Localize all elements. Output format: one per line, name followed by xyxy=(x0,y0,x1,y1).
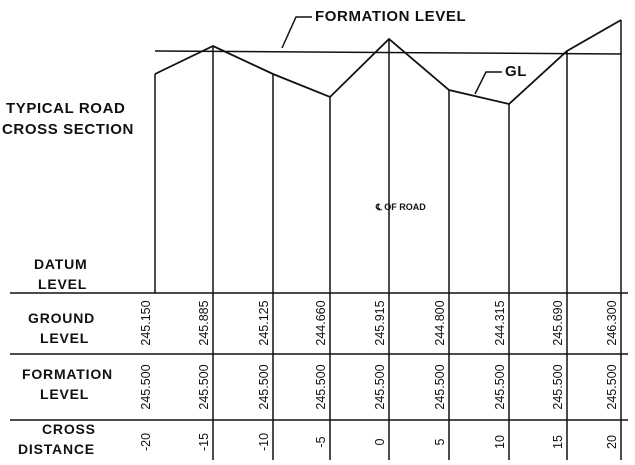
station-verticals xyxy=(154,20,622,460)
cross-distance-value: 5 xyxy=(433,438,447,445)
station-values: 245.150 245.500 -20 245.885 245.500 -15 245.12… xyxy=(139,300,619,451)
formation-level-label: FORMATION LEVEL xyxy=(315,8,466,25)
cross-distance-value: -5 xyxy=(314,436,328,447)
centerline-label: ℄ OF ROAD xyxy=(375,202,426,212)
formation-label-2: LEVEL xyxy=(40,386,89,402)
datum-label-1: DATUM xyxy=(34,256,88,272)
cross-distance-value: 20 xyxy=(605,435,619,449)
cross-distance-value: -10 xyxy=(257,433,271,451)
gl-label: GL xyxy=(505,63,527,80)
ground-level-value: 245.915 xyxy=(373,300,387,345)
formation-level-value: 245.500 xyxy=(493,364,507,409)
ground-level-value: 245.690 xyxy=(551,300,565,345)
formation-level-value: 245.500 xyxy=(139,364,153,409)
cross-distance-value: 15 xyxy=(551,435,565,449)
cross-distance-value: 10 xyxy=(493,435,507,449)
title-line-2: CROSS SECTION xyxy=(2,121,134,138)
cross-label-1: CROSS xyxy=(42,421,96,437)
ground-label-2: LEVEL xyxy=(40,330,89,346)
ground-level-value: 244.800 xyxy=(433,300,447,345)
title-line-1: TYPICAL ROAD xyxy=(6,100,125,117)
ground-level-value: 245.150 xyxy=(139,300,153,345)
ground-level-value: 244.660 xyxy=(314,300,328,345)
cross-distance-value: -15 xyxy=(197,433,211,451)
formation-level-value: 245.500 xyxy=(197,364,211,409)
ground-level-value: 245.885 xyxy=(197,300,211,345)
formation-level-value: 245.500 xyxy=(314,364,328,409)
formation-level-line xyxy=(154,50,622,55)
formation-level-value: 245.500 xyxy=(605,364,619,409)
ground-level-line xyxy=(154,19,622,105)
formation-level-leader xyxy=(281,16,312,49)
cross-distance-value: 0 xyxy=(373,438,387,445)
ground-level-value: 246.300 xyxy=(605,300,619,345)
ground-label-1: GROUND xyxy=(28,310,95,326)
formation-level-value: 245.500 xyxy=(551,364,565,409)
cross-distance-value: -20 xyxy=(139,433,153,451)
cross-label-2: DISTANCE xyxy=(18,441,95,457)
formation-level-value: 245.500 xyxy=(373,364,387,409)
ground-level-value: 244.315 xyxy=(493,300,507,345)
formation-level-value: 245.500 xyxy=(257,364,271,409)
formation-level-value: 245.500 xyxy=(433,364,447,409)
formation-label-1: FORMATION xyxy=(22,366,113,382)
ground-level-value: 245.125 xyxy=(257,300,271,345)
datum-label-2: LEVEL xyxy=(38,276,87,292)
gl-leader xyxy=(474,71,502,95)
